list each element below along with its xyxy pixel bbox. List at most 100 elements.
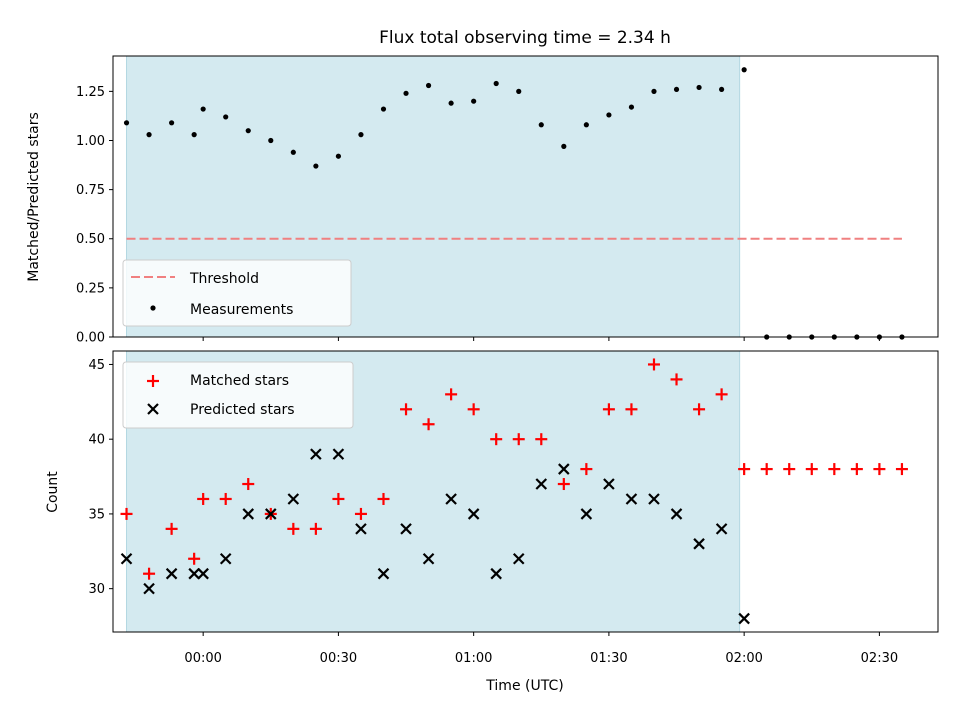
predicted-star-point: [625, 493, 638, 505]
threshold-legend-label: Threshold: [189, 271, 259, 287]
matched-star-point: [467, 403, 480, 416]
measurement-point: [223, 114, 229, 120]
count-points: [120, 358, 908, 625]
x-tick-label: 01:00: [455, 651, 492, 666]
predicted-star-point: [648, 493, 660, 505]
measurement-point: [146, 132, 152, 138]
matched-star-point: [670, 373, 683, 386]
measurement-point: [673, 86, 680, 93]
y-tick-label: 0.25: [76, 281, 105, 296]
measurement-point: [191, 132, 197, 138]
measurement-point: [245, 128, 251, 134]
matched-star-point: [120, 507, 133, 520]
measurement-point: [719, 86, 725, 93]
matched-star-point: [783, 463, 796, 476]
predicted-star-point: [197, 567, 209, 580]
y-tick-label: 0.00: [76, 331, 105, 346]
x-tick-label: 00:00: [184, 651, 221, 666]
matched-star-point: [287, 522, 300, 535]
predicted-star-point: [535, 478, 548, 490]
matched-star-point: [354, 507, 367, 520]
predicted-star-point: [242, 508, 255, 520]
matched-star-point: [625, 403, 638, 416]
predicted-star-point: [400, 523, 412, 535]
predicted-star-point: [445, 493, 457, 505]
matched-star-point: [805, 463, 818, 476]
predicted-star-point: [219, 552, 232, 565]
matched-legend-label: Matched stars: [190, 373, 289, 389]
top-plot-frame: [112, 55, 939, 338]
predicted-star-point: [355, 523, 367, 535]
matched-star-point: [242, 478, 255, 491]
measurement-point: [561, 143, 567, 149]
x-tick-label: 01:30: [590, 651, 627, 666]
predicted-star-point: [512, 552, 525, 565]
predicted-star-point: [693, 538, 705, 550]
measurement-point: [313, 163, 319, 169]
matched-star-point: [490, 433, 503, 446]
predicted-star-point: [377, 567, 390, 580]
measurement-point: [403, 90, 409, 96]
bottom-x-ticks: 00:00 00:30 01:00 01:30 02:00 02:30: [184, 632, 898, 666]
matched-legend-swatch: [147, 375, 159, 387]
measurement-point: [628, 104, 635, 110]
predicted-star-point: [332, 448, 345, 460]
y-tick-label: 1.25: [76, 85, 105, 100]
predicted-star-point: [310, 448, 322, 460]
matched-star-point: [580, 463, 593, 476]
measurement-point: [651, 88, 657, 94]
matched-star-point: [188, 552, 201, 565]
matched-star-point: [445, 388, 458, 401]
matched-star-point: [738, 463, 751, 476]
matched-star-point: [400, 403, 413, 416]
matched-star-point: [760, 463, 773, 476]
matched-star-point: [309, 522, 322, 535]
measurement-point: [335, 153, 342, 159]
measurement-point: [358, 132, 364, 138]
y-tick-label: 35: [88, 507, 105, 522]
measurement-point: [290, 149, 296, 155]
y-tick-label: 0.75: [76, 183, 105, 198]
x-tick-label: 02:30: [861, 651, 898, 666]
top-y-axis-label: Matched/Predicted stars: [26, 112, 42, 282]
matched-star-point: [693, 403, 706, 416]
matched-star-point: [557, 478, 570, 491]
predicted-star-point: [738, 612, 750, 625]
chart-title: Flux total observing time = 2.34 h: [379, 28, 671, 48]
measurement-point: [200, 106, 206, 112]
predicted-star-point: [422, 552, 435, 565]
y-tick-label: 40: [88, 433, 105, 448]
measurement-point: [123, 120, 130, 126]
measurement-point: [448, 100, 454, 106]
matched-star-point: [828, 463, 841, 476]
measurement-point: [516, 88, 522, 94]
predicted-legend-swatch: [147, 403, 159, 415]
x-axis-label: Time (UTC): [485, 678, 563, 694]
predicted-star-point: [120, 552, 133, 565]
measurement-point: [538, 122, 544, 128]
y-tick-label: 0.50: [76, 232, 105, 247]
predicted-star-point: [467, 508, 480, 520]
matched-star-point: [602, 403, 615, 416]
matched-star-point: [895, 463, 908, 476]
bottom-legend: Matched stars Predicted stars: [122, 361, 354, 429]
y-tick-label: 30: [88, 582, 105, 597]
bottom-plot-frame: [112, 350, 939, 633]
predicted-star-point: [603, 478, 615, 490]
measurement-point: [696, 84, 702, 91]
measurement-point: [380, 106, 387, 112]
measurement-point: [169, 120, 175, 126]
measurement-point: [471, 98, 477, 104]
matched-star-point: [197, 492, 210, 505]
predicted-star-point: [580, 508, 593, 520]
predicted-star-point: [670, 508, 683, 520]
measurement-point: [741, 67, 747, 73]
ratio-panel: 0.00 0.25 0.50 0.75 1.00 1.25 Matched/Predict…: [26, 55, 939, 346]
measurement-points: [123, 67, 905, 340]
predicted-star-point: [188, 567, 200, 580]
predicted-star-point: [715, 523, 728, 535]
matched-star-point: [535, 433, 548, 446]
matched-star-point: [512, 433, 525, 446]
